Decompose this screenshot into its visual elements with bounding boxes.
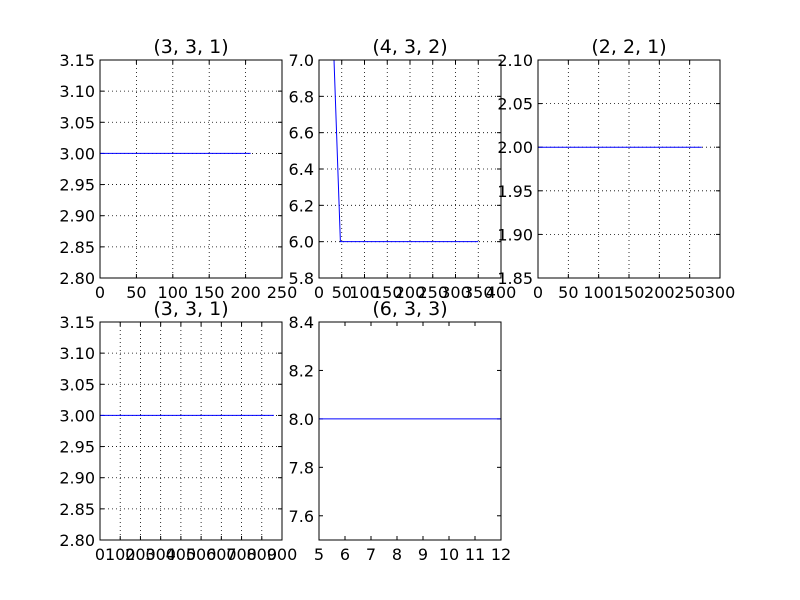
y-tick-label: 1.90 [497, 225, 533, 244]
y-tick-label: 2.80 [59, 531, 95, 550]
y-tick-label: 2.95 [59, 176, 95, 195]
y-tick-label: 3.15 [59, 51, 95, 70]
x-tick-label: 0 [314, 283, 324, 302]
y-tick-label: 3.00 [59, 144, 95, 163]
chart-title: (4, 3, 2) [372, 36, 447, 58]
x-tick-label: 350 [463, 283, 494, 302]
y-tick-label: 3.05 [59, 113, 95, 132]
subplot-1: 0 50 100 150 200 250 2.80 2.85 2.90 2.95 3.00 3.05 3… [59, 36, 297, 302]
y-tick-label: 2.80 [59, 269, 95, 288]
y-tick-label: 2.90 [59, 469, 95, 488]
y-tick-label: 2.85 [59, 500, 95, 519]
x-tick-label: 400 [166, 545, 197, 564]
axes-frame [318, 321, 502, 541]
x-tick-label: 9 [418, 545, 428, 564]
x-tick-label: 300 [705, 283, 736, 302]
y-tick-label: 6.0 [289, 233, 314, 252]
y-tick-label: 3.15 [59, 313, 95, 332]
y-tick-label: 6.4 [289, 160, 314, 179]
y-tick-label: 6.8 [289, 87, 314, 106]
y-tick-label: 1.95 [497, 182, 533, 201]
x-tick-label: 300 [145, 545, 176, 564]
plot-area [100, 60, 282, 278]
x-tick-label: 7 [366, 545, 376, 564]
chart-title: (3, 3, 1) [153, 298, 228, 320]
y-tick-label: 6.2 [289, 196, 314, 215]
x-tick-label: 11 [465, 545, 485, 564]
x-tick-label: 300 [440, 283, 471, 302]
x-tick-label: 600 [206, 545, 237, 564]
x-tick-label: 700 [226, 545, 257, 564]
x-tick-label: 250 [267, 283, 298, 302]
y-tick-label: 2.05 [497, 95, 533, 114]
x-tick-label: 100 [158, 283, 189, 302]
y-tick-label: 5.8 [289, 269, 314, 288]
x-tick-label: 50 [558, 283, 578, 302]
y-tick-label: 6.6 [289, 124, 314, 143]
y-tick-label: 3.10 [59, 344, 95, 363]
y-tick-label: 2.95 [59, 438, 95, 457]
y-tick-label: 2.10 [497, 51, 533, 70]
x-tick-label: 100 [105, 545, 136, 564]
x-tick-label: 500 [186, 545, 217, 564]
y-tick-label: 3.10 [59, 82, 95, 101]
y-tick-label: 2.00 [497, 138, 533, 157]
x-tick-label: 900 [267, 545, 298, 564]
y-tick-label: 2.85 [59, 238, 95, 257]
plot-area [100, 322, 282, 540]
x-tick-label: 200 [230, 283, 261, 302]
y-tick-label: 7.6 [289, 507, 314, 526]
x-tick-label: 0 [533, 283, 543, 302]
axes-frame [99, 321, 283, 541]
subplot-5: 5 6 7 8 9 10 11 12 7.6 7.8 8.0 8.2 8.4 (6, 3, 3) [289, 298, 512, 564]
y-tick-label: 8.2 [289, 361, 314, 380]
y-tick-label: 7.0 [289, 51, 314, 70]
subplot-3: 0 50 100 150 200 250 300 1.85 1.90 1.95 2.00 2.05 2.… [497, 36, 735, 302]
plot-area [319, 322, 501, 540]
y-tick-label: 7.8 [289, 458, 314, 477]
x-tick-label: 250 [674, 283, 705, 302]
chart-title: (6, 3, 3) [372, 298, 447, 320]
chart-title: (3, 3, 1) [153, 36, 228, 58]
x-tick-label: 100 [349, 283, 380, 302]
y-tick-label: 8.4 [289, 313, 314, 332]
y-tick-label: 2.90 [59, 207, 95, 226]
x-tick-label: 150 [194, 283, 225, 302]
y-tick-label: 1.85 [497, 269, 533, 288]
x-tick-label: 100 [583, 283, 614, 302]
x-tick-label: 8 [392, 545, 402, 564]
x-tick-label: 150 [614, 283, 645, 302]
y-tick-label: 8.0 [289, 410, 314, 429]
x-tick-label: 400 [486, 283, 517, 302]
x-tick-label: 6 [340, 545, 350, 564]
x-tick-label: 0 [95, 545, 105, 564]
x-tick-label: 5 [314, 545, 324, 564]
x-tick-label: 50 [126, 283, 146, 302]
x-tick-label: 10 [439, 545, 459, 564]
x-tick-label: 50 [332, 283, 352, 302]
x-tick-label: 200 [395, 283, 426, 302]
chart-title: (2, 2, 1) [591, 36, 666, 58]
x-tick-label: 200 [125, 545, 156, 564]
axes-frame [318, 59, 502, 279]
x-tick-label: 0 [95, 283, 105, 302]
series-line-1 [333, 60, 479, 243]
axes-frame [537, 59, 721, 279]
x-tick-label: 200 [644, 283, 675, 302]
x-tick-label: 150 [372, 283, 403, 302]
axes-frame [99, 59, 283, 279]
y-tick-label: 3.00 [59, 406, 95, 425]
x-tick-label: 250 [417, 283, 448, 302]
y-tick-label: 3.05 [59, 375, 95, 394]
x-tick-label: 800 [247, 545, 278, 564]
x-tick-label: 12 [491, 545, 511, 564]
